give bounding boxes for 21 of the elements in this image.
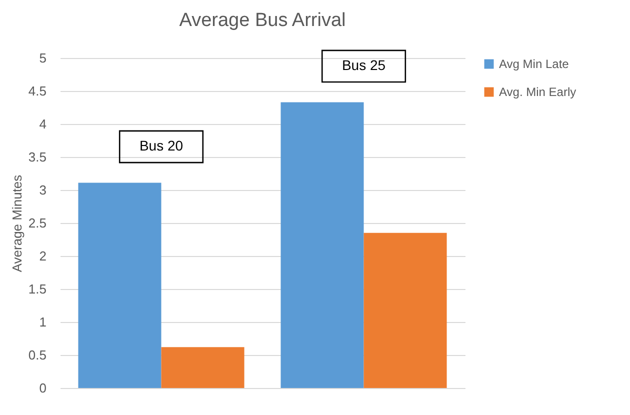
y-tick-label: 0.5 <box>28 348 46 362</box>
y-tick-label: 1 <box>39 314 46 330</box>
legend-label: Avg. Min Early <box>499 85 576 99</box>
y-tick-label: 4.5 <box>28 84 46 98</box>
y-tick-label: 3.5 <box>28 150 46 164</box>
y-tick-label: 3 <box>39 182 46 198</box>
y-tick-label: 5 <box>39 50 46 66</box>
legend-label: Avg Min Late <box>499 57 570 71</box>
y-tick-label: 4 <box>39 116 46 132</box>
y-tick-label: 2 <box>39 248 46 264</box>
y-tick-label: 0 <box>39 380 46 396</box>
bar <box>161 347 244 388</box>
bar <box>364 232 447 388</box>
annotation: Bus 25 <box>342 57 386 74</box>
y-tick-label: 2.5 <box>28 216 46 230</box>
bar <box>280 102 364 388</box>
bar <box>78 182 162 388</box>
annotation: Bus 20 <box>139 138 184 154</box>
y-axis-title: Average Minutes <box>9 174 24 272</box>
y-tick-label: 1.5 <box>28 282 46 296</box>
chart-title: Average Bus Arrival <box>179 10 346 31</box>
